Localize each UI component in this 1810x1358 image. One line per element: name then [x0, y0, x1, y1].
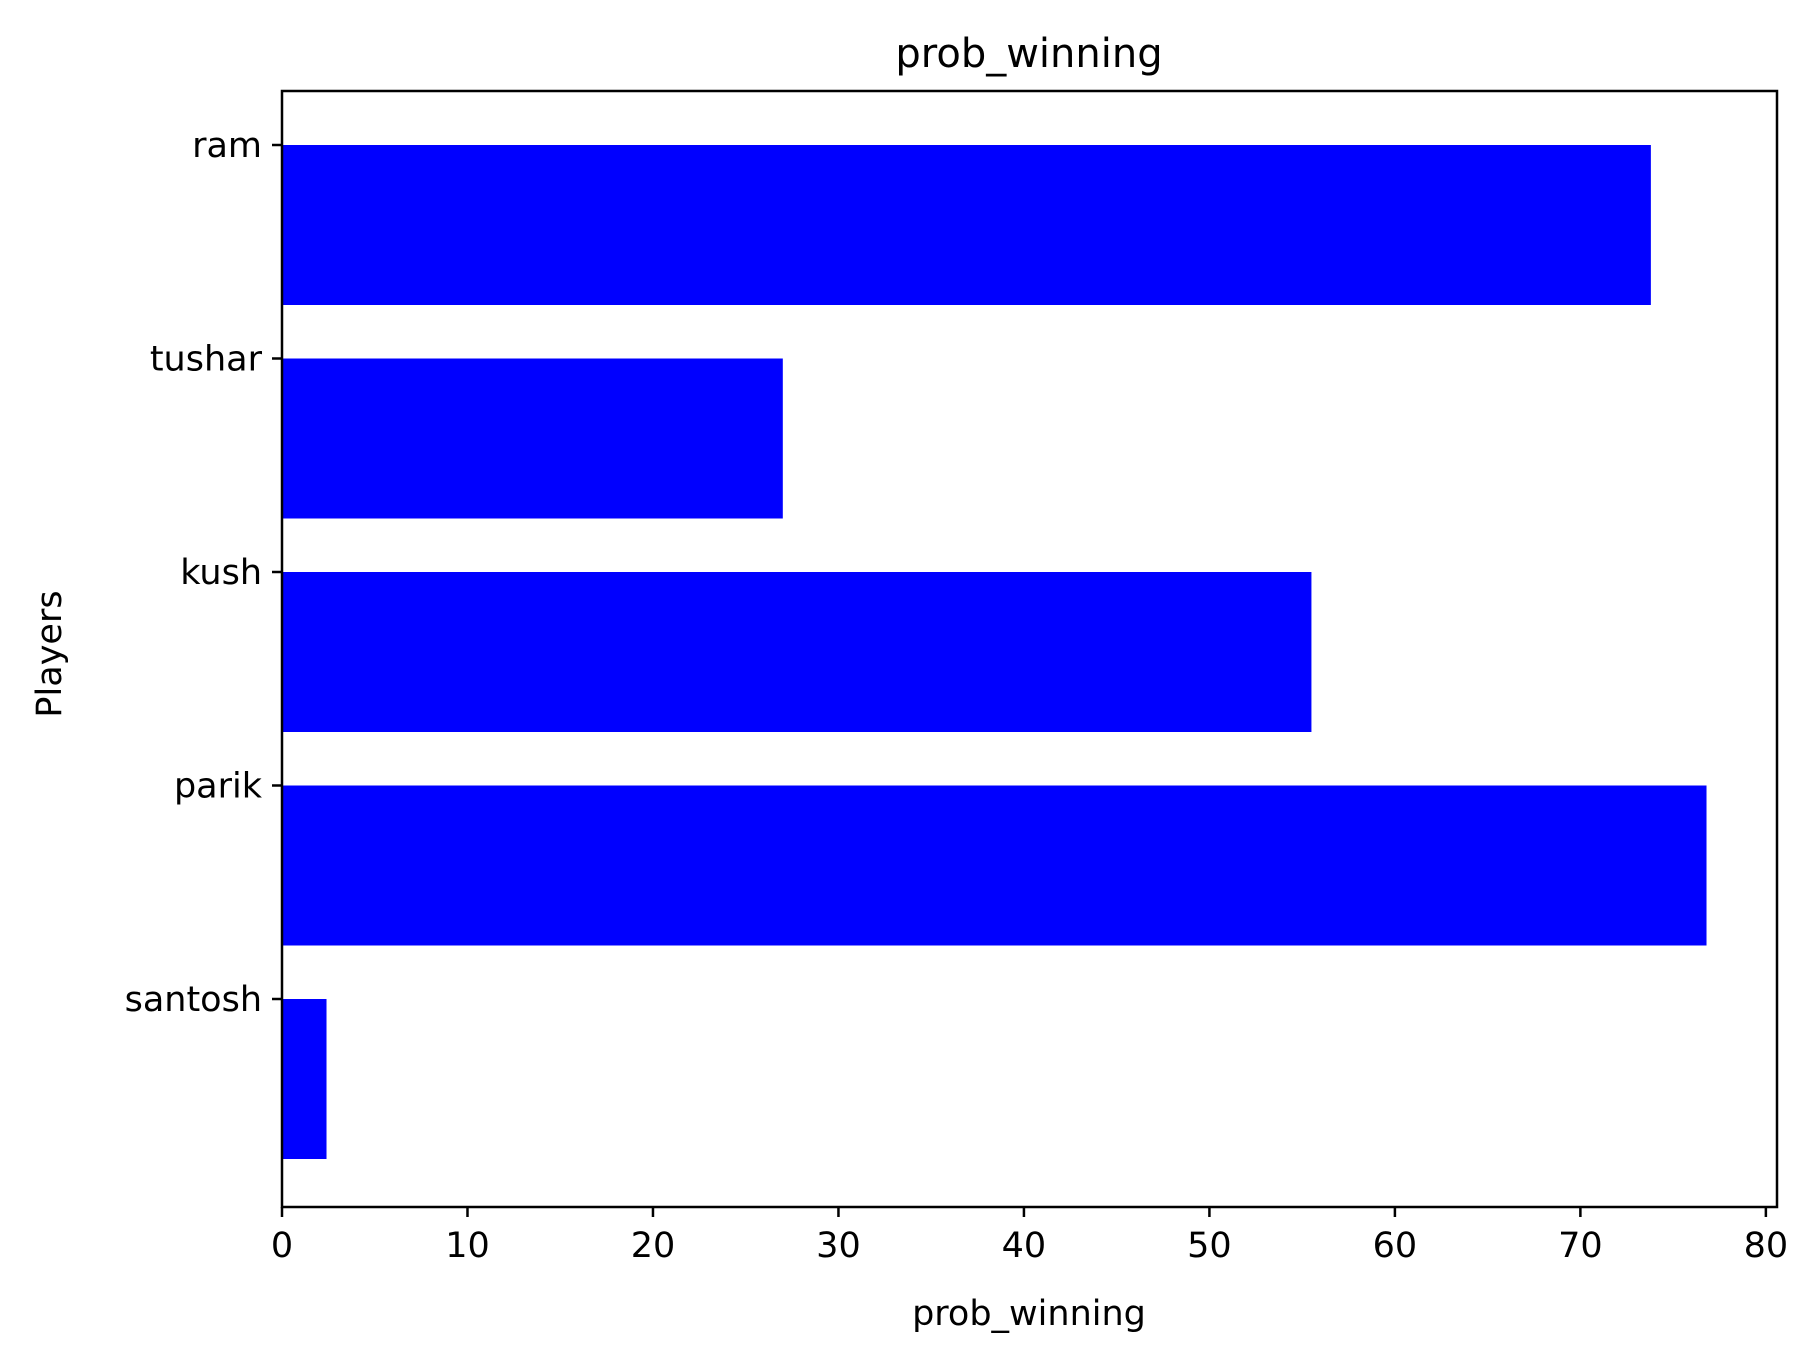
y-tick-label: parik — [174, 767, 263, 807]
plot-frame — [280, 89, 1779, 1209]
y-tick-label: santosh — [125, 980, 262, 1020]
bar-tushar — [282, 358, 783, 519]
x-tick-label: 80 — [1744, 1226, 1789, 1266]
bar-ram — [282, 145, 1651, 305]
x-axis-ticks: 0 10 20 30 40 50 60 70 80 — [271, 1207, 1788, 1266]
x-tick-label: 10 — [445, 1226, 490, 1266]
chart-title: prob_winning — [895, 31, 1162, 77]
y-tick-label: tushar — [150, 340, 263, 380]
x-tick-label: 20 — [631, 1226, 676, 1266]
x-tick-label: 60 — [1373, 1226, 1418, 1266]
x-tick-label: 50 — [1187, 1226, 1232, 1266]
x-tick-label: 70 — [1558, 1226, 1603, 1266]
x-tick-label: 30 — [816, 1226, 861, 1266]
x-axis-label: prob_winning — [912, 1294, 1146, 1334]
y-axis-label: Players — [30, 590, 70, 717]
y-tick-label: kush — [180, 553, 262, 593]
bar-parik — [282, 785, 1707, 946]
bars-group — [282, 145, 1707, 1159]
y-axis-ticks: ram tushar kush parik santosh — [125, 126, 282, 1020]
x-tick-label: 40 — [1002, 1226, 1047, 1266]
y-tick-label: ram — [192, 126, 262, 166]
x-tick-label: 0 — [271, 1226, 293, 1266]
bar-kush — [282, 572, 1312, 732]
bar-santosh — [282, 999, 327, 1159]
